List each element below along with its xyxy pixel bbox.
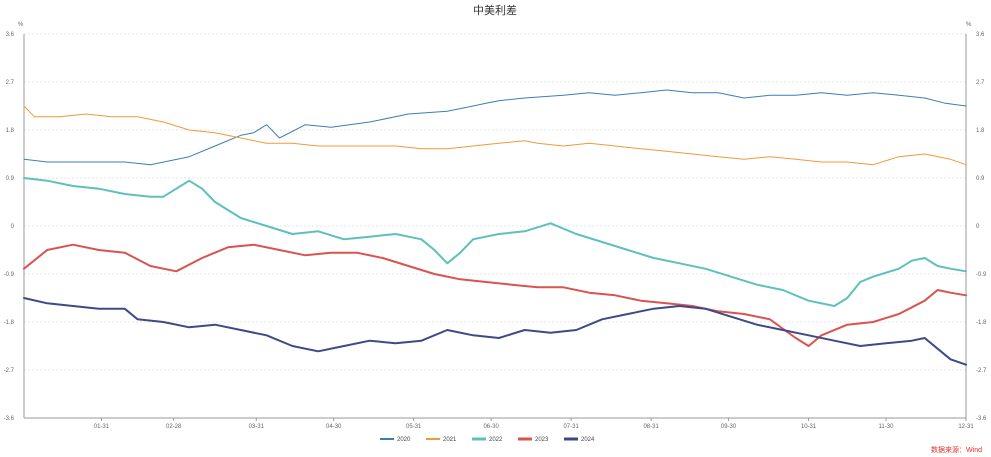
x-tick-label: 03-31 <box>249 424 265 430</box>
y-axis-unit-right: % <box>966 22 972 28</box>
y-tick-label-right: -2.7 <box>976 368 987 374</box>
y-tick-label-right: 3.6 <box>976 32 985 38</box>
legend-item-2020[interactable]: 2020 <box>380 437 411 443</box>
y-tick-label-right: 1.8 <box>976 128 985 134</box>
series-lines <box>23 89 967 366</box>
x-tick-label: 04-30 <box>326 424 342 430</box>
y-tick-label-right: -3.6 <box>976 416 987 422</box>
chart-title: 中美利差 <box>473 3 517 17</box>
legend[interactable]: 2020 2021 2022 2023 2024 <box>380 437 595 443</box>
legend-label: 2023 <box>535 437 549 443</box>
x-tick-label: 01-31 <box>94 424 110 430</box>
legend-label: 2022 <box>489 437 503 443</box>
legend-label: 2020 <box>397 437 411 443</box>
y-tick-label-right: 0 <box>976 224 980 230</box>
series-line-2023 <box>23 243 967 347</box>
y-tick-label-right: -1.8 <box>976 320 987 326</box>
y-tick-label-left: 0 <box>11 224 15 230</box>
x-tick-label: 07-31 <box>563 424 579 430</box>
y-tick-label-left: 1.8 <box>6 128 15 134</box>
x-tick-label: 12-31 <box>958 424 974 430</box>
y-tick-label-right: 2.7 <box>976 80 985 86</box>
legend-item-2023[interactable]: 2023 <box>518 437 549 443</box>
series-line-2020 <box>23 89 967 166</box>
y-tick-label-left: -1.8 <box>4 320 15 326</box>
x-tick-label: 08-31 <box>643 424 659 430</box>
y-tick-label-left: 0.9 <box>6 176 15 182</box>
series-line-2024 <box>23 297 967 366</box>
x-tick-label: 02-28 <box>166 424 182 430</box>
series-line-2021 <box>23 105 967 166</box>
y-tick-label-left: -2.7 <box>4 368 15 374</box>
legend-item-2022[interactable]: 2022 <box>472 437 503 443</box>
legend-label: 2021 <box>443 437 457 443</box>
x-tick-label: 10-31 <box>801 424 817 430</box>
legend-item-2021[interactable]: 2021 <box>426 437 457 443</box>
y-axis-unit-left: % <box>18 22 24 28</box>
y-tick-label-right: -0.9 <box>976 272 987 278</box>
x-tick-label: 11-30 <box>879 424 895 430</box>
x-tick-label: 06-30 <box>483 424 499 430</box>
axes: 3.6 3.6 2.7 2.7 1.8 1.8 0.9 0.9 0 0 -0.9 -0.9 -1.8 -1… <box>4 32 987 430</box>
legend-item-2024[interactable]: 2024 <box>564 437 595 443</box>
y-tick-label-left: -3.6 <box>4 416 15 422</box>
y-tick-label-left: 2.7 <box>6 80 15 86</box>
y-tick-label-left: -0.9 <box>4 272 15 278</box>
x-tick-label: 05-31 <box>406 424 422 430</box>
y-tick-label-left: 3.6 <box>6 32 15 38</box>
series-line-2022 <box>23 177 967 307</box>
gridlines <box>24 33 966 419</box>
y-tick-label-right: 0.9 <box>976 176 985 182</box>
x-tick-label: 09-30 <box>721 424 737 430</box>
legend-label: 2024 <box>581 437 595 443</box>
source-note: 数据来源：Wind <box>931 445 982 454</box>
